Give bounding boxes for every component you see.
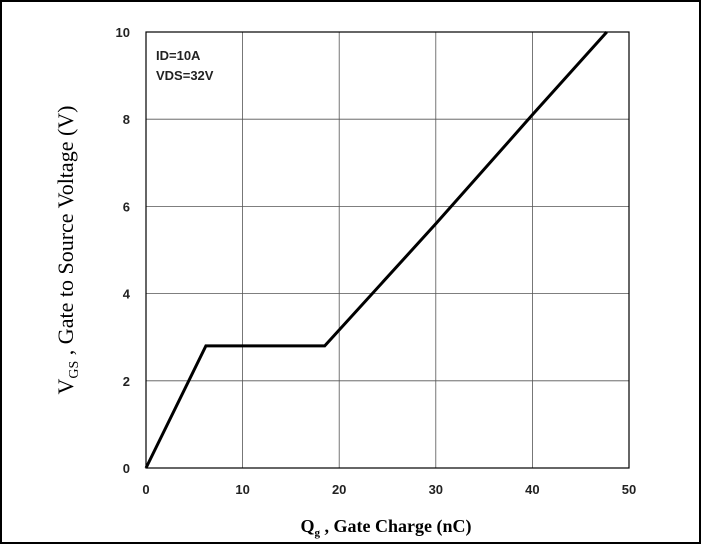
x-axis-title-sub: g	[315, 527, 321, 539]
x-tick-label: 30	[429, 482, 443, 497]
y-tick-label: 0	[123, 461, 130, 476]
y-tick-label: 8	[123, 112, 130, 127]
y-tick-label: 10	[116, 25, 130, 40]
series-line-0	[144, 30, 608, 469]
y-axis-title: VGS , Gate to Source Voltage (V)	[53, 106, 82, 395]
y-axis-title-rest: , Gate to Source Voltage (V)	[53, 106, 78, 361]
plot-area-border	[145, 31, 630, 469]
y-axis-title-main: V	[53, 378, 78, 394]
x-tick-label: 40	[525, 482, 539, 497]
series-layer	[144, 30, 608, 469]
grid	[145, 31, 630, 469]
y-axis-title-sub: GS	[67, 361, 82, 379]
x-tick-label: 10	[235, 482, 249, 497]
x-axis-title: Qg , Gate Charge (nC)	[301, 516, 472, 539]
tick-labels: 0 10 20 30 40 50 0 2 4 6 8 10	[116, 25, 637, 497]
y-tick-label: 2	[123, 374, 130, 389]
annotation-vds: VDS=32V	[156, 68, 214, 83]
x-axis-title-rest: , Gate Charge (nC)	[320, 516, 471, 537]
x-tick-label: 50	[622, 482, 636, 497]
x-axis-title-main: Q	[301, 516, 315, 536]
y-tick-label: 6	[123, 199, 130, 214]
x-tick-label: 0	[142, 482, 149, 497]
annotation-id: ID=10A	[156, 48, 201, 63]
y-tick-label: 4	[123, 287, 131, 302]
x-tick-label: 20	[332, 482, 346, 497]
